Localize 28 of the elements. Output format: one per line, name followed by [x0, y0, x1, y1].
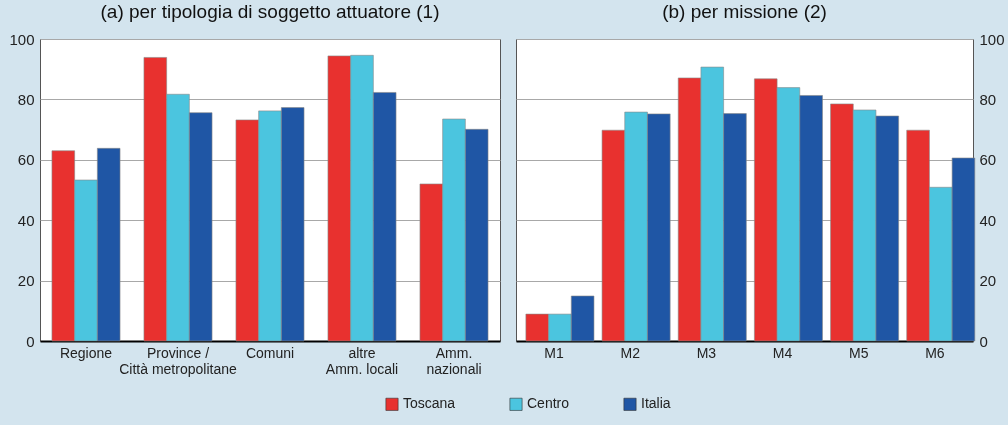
legend-label: Italia	[641, 395, 671, 412]
x-tick-label: M4	[772, 344, 793, 361]
x-tick-label: altre Amm. locali	[325, 344, 399, 377]
y-tick-label: 60	[17, 151, 35, 169]
y-tick-label: 80	[17, 90, 35, 108]
y-tick-label: 60	[979, 151, 997, 169]
x-tick-label: M6	[925, 344, 945, 361]
y-tick-label: 40	[17, 211, 35, 229]
y-tick-label: 20	[979, 272, 997, 290]
legend-label: Toscana	[403, 395, 456, 412]
x-tick-label: M1	[544, 344, 565, 361]
y-tick-label: 100	[9, 30, 35, 48]
x-tick-label: Province / Città metropolitane	[119, 344, 237, 377]
y-tick-label: 0	[979, 332, 988, 350]
x-tick-label: M2	[620, 344, 641, 361]
y-tick-label: 20	[17, 272, 35, 290]
x-tick-label: M3	[696, 344, 717, 361]
y-tick-label: 0	[26, 332, 35, 350]
x-tick-label: M5	[849, 344, 869, 361]
x-tick-label: Regione	[59, 344, 113, 361]
y-tick-label: 80	[979, 90, 997, 108]
x-tick-label: Amm. nazionali	[426, 344, 482, 377]
chart-title: (b) per missione (2)	[662, 1, 827, 22]
y-tick-label: 100	[979, 30, 1005, 48]
x-tick-label: Comuni	[245, 344, 295, 361]
y-tick-label: 40	[979, 211, 997, 229]
chart-title: (a) per tipologia di soggetto attuatore (1)	[100, 1, 440, 22]
legend-label: Centro	[527, 395, 570, 412]
